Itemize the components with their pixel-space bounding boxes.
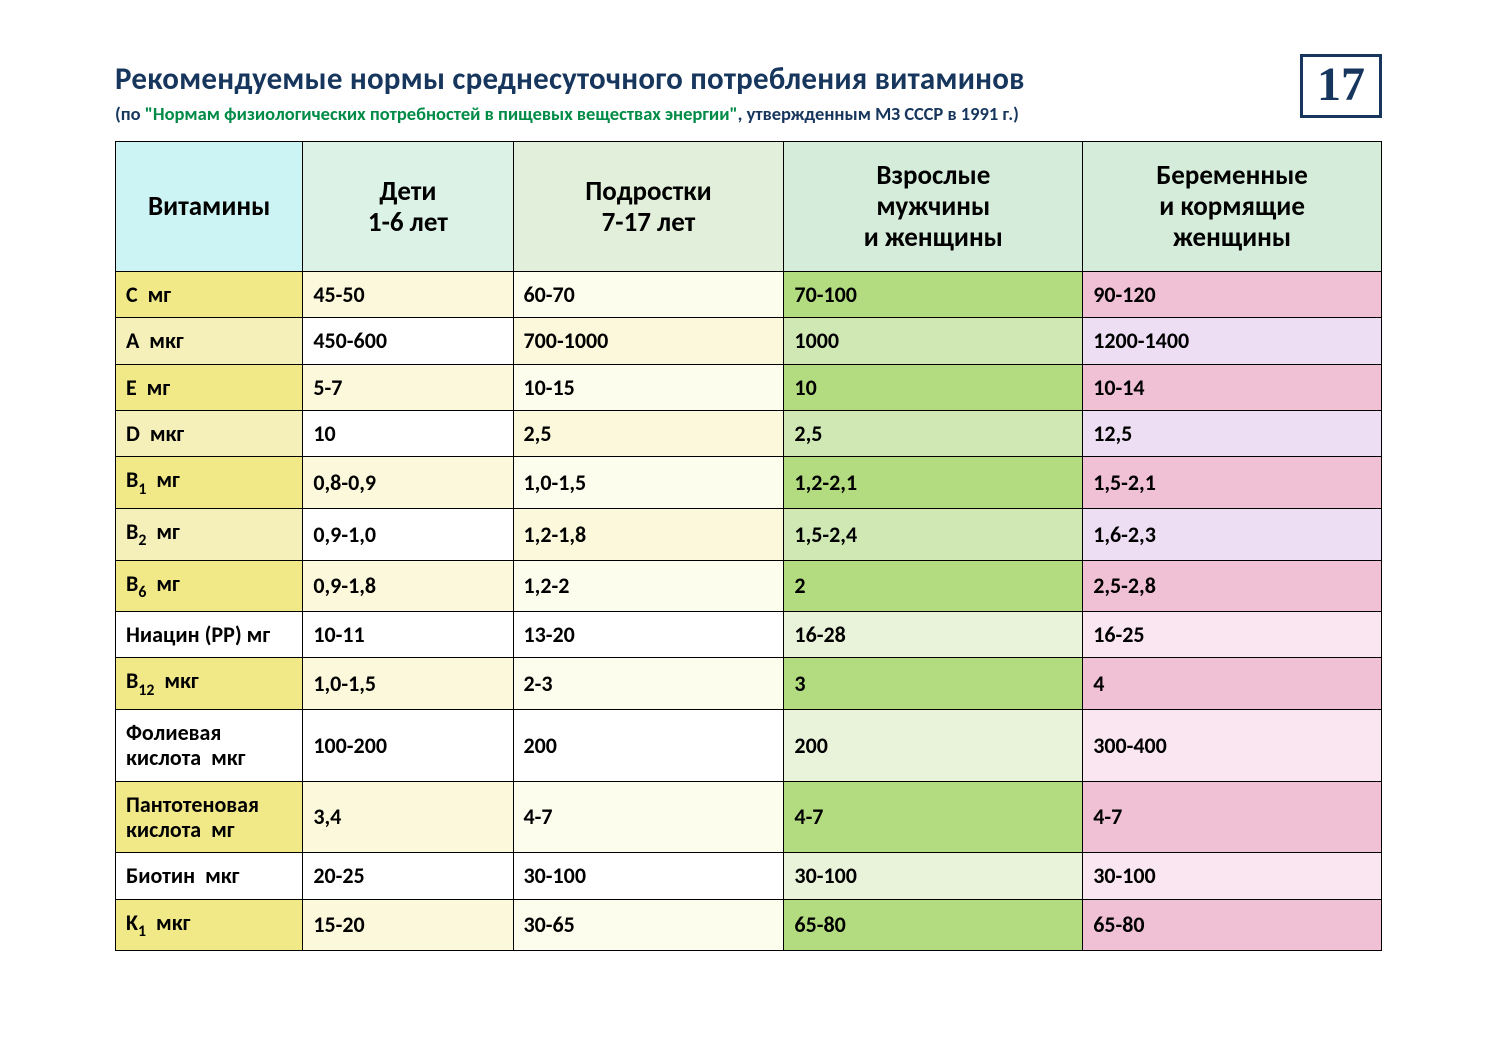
value-cell: 1,2-2 bbox=[513, 560, 784, 612]
value-cell: 30-100 bbox=[784, 853, 1083, 899]
column-header: Беременныеи кормящиеженщины bbox=[1083, 142, 1382, 272]
vitamin-label: B1 мг bbox=[116, 457, 303, 509]
table-row: K1 мкг15-2030-6565-8065-80 bbox=[116, 899, 1382, 951]
value-cell: 1,2-2,1 bbox=[784, 457, 1083, 509]
vitamin-label: C мг bbox=[116, 272, 303, 318]
value-cell: 4 bbox=[1083, 658, 1382, 710]
table-row: Биотин мкг20-2530-10030-10030-100 bbox=[116, 853, 1382, 899]
value-cell: 65-80 bbox=[1083, 899, 1382, 951]
value-cell: 1,5-2,1 bbox=[1083, 457, 1382, 509]
vitamin-label: Биотин мкг bbox=[116, 853, 303, 899]
value-cell: 4-7 bbox=[1083, 781, 1382, 853]
vitamins-table: ВитаминыДети1-6 летПодростки7-17 летВзро… bbox=[115, 141, 1382, 951]
value-cell: 450-600 bbox=[303, 318, 513, 364]
value-cell: 65-80 bbox=[784, 899, 1083, 951]
value-cell: 1,5-2,4 bbox=[784, 508, 1083, 560]
value-cell: 45-50 bbox=[303, 272, 513, 318]
value-cell: 0,8-0,9 bbox=[303, 457, 513, 509]
value-cell: 70-100 bbox=[784, 272, 1083, 318]
table-header-row: ВитаминыДети1-6 летПодростки7-17 летВзро… bbox=[116, 142, 1382, 272]
value-cell: 1,0-1,5 bbox=[513, 457, 784, 509]
value-cell: 10-14 bbox=[1083, 364, 1382, 410]
column-header: Витамины bbox=[116, 142, 303, 272]
value-cell: 90-120 bbox=[1083, 272, 1382, 318]
column-header: Взрослыемужчиныи женщины bbox=[784, 142, 1083, 272]
page-number: 17 bbox=[1300, 54, 1382, 118]
value-cell: 3 bbox=[784, 658, 1083, 710]
value-cell: 3,4 bbox=[303, 781, 513, 853]
value-cell: 20-25 bbox=[303, 853, 513, 899]
value-cell: 30-100 bbox=[1083, 853, 1382, 899]
vitamin-label: B2 мг bbox=[116, 508, 303, 560]
table-row: A мкг450-600700-100010001200-1400 bbox=[116, 318, 1382, 364]
table-row: Ниацин (РР) мг10-1113-2016-2816-25 bbox=[116, 612, 1382, 658]
value-cell: 60-70 bbox=[513, 272, 784, 318]
value-cell: 4-7 bbox=[513, 781, 784, 853]
value-cell: 200 bbox=[784, 710, 1083, 782]
vitamin-label: Фолиеваякислота мкг bbox=[116, 710, 303, 782]
table-body: C мг45-5060-7070-10090-120A мкг450-60070… bbox=[116, 272, 1382, 951]
vitamin-label: A мкг bbox=[116, 318, 303, 364]
value-cell: 10 bbox=[303, 411, 513, 457]
value-cell: 700-1000 bbox=[513, 318, 784, 364]
table-row: B2 мг0,9-1,01,2-1,81,5-2,41,6-2,3 bbox=[116, 508, 1382, 560]
value-cell: 300-400 bbox=[1083, 710, 1382, 782]
value-cell: 30-65 bbox=[513, 899, 784, 951]
value-cell: 15-20 bbox=[303, 899, 513, 951]
value-cell: 4-7 bbox=[784, 781, 1083, 853]
value-cell: 1000 bbox=[784, 318, 1083, 364]
page: Рекомендуемые нормы среднесуточного потр… bbox=[0, 0, 1497, 1058]
value-cell: 10-11 bbox=[303, 612, 513, 658]
value-cell: 2 bbox=[784, 560, 1083, 612]
value-cell: 200 bbox=[513, 710, 784, 782]
subtitle-post: , утвержденным МЗ СССР в 1991 г.) bbox=[738, 102, 1019, 125]
value-cell: 12,5 bbox=[1083, 411, 1382, 457]
page-subtitle: (по "Нормам физиологических потребностей… bbox=[115, 102, 1280, 125]
vitamin-label: E мг bbox=[116, 364, 303, 410]
value-cell: 0,9-1,8 bbox=[303, 560, 513, 612]
value-cell: 2-3 bbox=[513, 658, 784, 710]
value-cell: 1,0-1,5 bbox=[303, 658, 513, 710]
value-cell: 100-200 bbox=[303, 710, 513, 782]
value-cell: 1200-1400 bbox=[1083, 318, 1382, 364]
vitamin-label: D мкг bbox=[116, 411, 303, 457]
vitamin-label: B12 мкг bbox=[116, 658, 303, 710]
value-cell: 5-7 bbox=[303, 364, 513, 410]
value-cell: 10 bbox=[784, 364, 1083, 410]
table-row: B6 мг0,9-1,81,2-222,5-2,8 bbox=[116, 560, 1382, 612]
value-cell: 1,2-1,8 bbox=[513, 508, 784, 560]
value-cell: 2,5 bbox=[784, 411, 1083, 457]
page-title: Рекомендуемые нормы среднесуточного потр… bbox=[115, 60, 1280, 98]
subtitle-green: "Нормам физиологических потребностей в п… bbox=[145, 102, 738, 125]
value-cell: 13-20 bbox=[513, 612, 784, 658]
value-cell: 2,5-2,8 bbox=[1083, 560, 1382, 612]
table-row: D мкг102,52,512,5 bbox=[116, 411, 1382, 457]
table-row: Пантотеноваякислота мг3,44-74-74-7 bbox=[116, 781, 1382, 853]
column-header: Подростки7-17 лет bbox=[513, 142, 784, 272]
vitamin-label: K1 мкг bbox=[116, 899, 303, 951]
table-row: B12 мкг1,0-1,52-334 bbox=[116, 658, 1382, 710]
table-row: B1 мг0,8-0,91,0-1,51,2-2,11,5-2,1 bbox=[116, 457, 1382, 509]
table-head: ВитаминыДети1-6 летПодростки7-17 летВзро… bbox=[116, 142, 1382, 272]
vitamin-label: Пантотеноваякислота мг bbox=[116, 781, 303, 853]
value-cell: 10-15 bbox=[513, 364, 784, 410]
vitamin-label: B6 мг bbox=[116, 560, 303, 612]
value-cell: 1,6-2,3 bbox=[1083, 508, 1382, 560]
title-block: Рекомендуемые нормы среднесуточного потр… bbox=[115, 60, 1280, 141]
vitamin-label: Ниацин (РР) мг bbox=[116, 612, 303, 658]
value-cell: 0,9-1,0 bbox=[303, 508, 513, 560]
table-row: E мг5-710-151010-14 bbox=[116, 364, 1382, 410]
table-row: C мг45-5060-7070-10090-120 bbox=[116, 272, 1382, 318]
column-header: Дети1-6 лет bbox=[303, 142, 513, 272]
value-cell: 2,5 bbox=[513, 411, 784, 457]
value-cell: 16-28 bbox=[784, 612, 1083, 658]
value-cell: 30-100 bbox=[513, 853, 784, 899]
table-row: Фолиеваякислота мкг100-200200200300-400 bbox=[116, 710, 1382, 782]
header: Рекомендуемые нормы среднесуточного потр… bbox=[115, 60, 1382, 141]
value-cell: 16-25 bbox=[1083, 612, 1382, 658]
subtitle-pre: (по bbox=[115, 102, 145, 125]
